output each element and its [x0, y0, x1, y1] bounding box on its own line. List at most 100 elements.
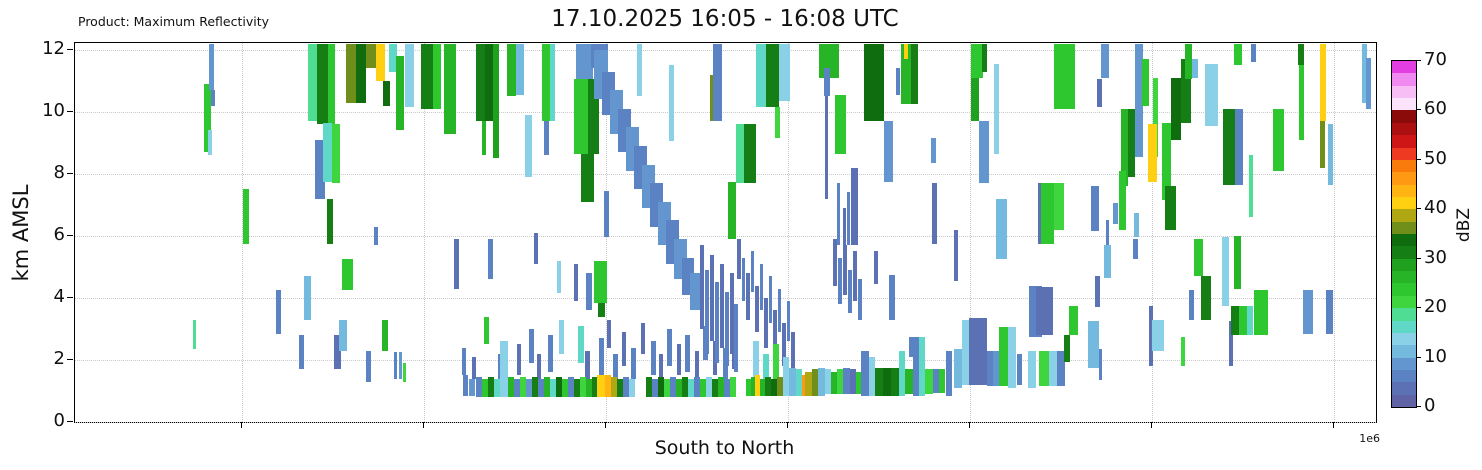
reflectivity-bar: [1017, 353, 1022, 385]
reflectivity-bar: [550, 43, 555, 122]
reflectivity-bar: [843, 207, 846, 246]
reflectivity-bar: [1152, 319, 1164, 351]
reflectivity-bar: [211, 90, 215, 106]
reflectivity-bar: [769, 276, 772, 323]
x-axis-tick: [423, 422, 424, 429]
reflectivity-bar: [568, 377, 574, 398]
reflectivity-bar: [1328, 124, 1333, 185]
reflectivity-bar: [773, 344, 779, 379]
reflectivity-bar: [751, 251, 754, 292]
reflectivity-bar: [1133, 239, 1138, 260]
reflectivity-bar: [1299, 65, 1304, 140]
reflectivity-bar: [737, 239, 741, 280]
reflectivity-bar: [715, 282, 719, 364]
reflectivity-bar: [718, 377, 724, 398]
reflectivity-bar: [315, 139, 325, 199]
v-gridline: [242, 43, 243, 422]
reflectivity-bar: [396, 56, 404, 131]
reflectivity-bar: [1362, 43, 1367, 103]
colorbar-segment: [1392, 208, 1416, 222]
reflectivity-bar: [1205, 63, 1218, 126]
reflectivity-bar: [658, 377, 664, 398]
y-tick-label: 10: [42, 99, 65, 121]
reflectivity-bar: [405, 43, 414, 108]
reflectivity-bar: [607, 319, 611, 348]
reflectivity-bar: [847, 192, 850, 246]
reflectivity-bar: [667, 328, 672, 367]
colorbar-tick-label: 0: [1424, 395, 1436, 416]
reflectivity-bar: [932, 183, 937, 244]
reflectivity-bar: [1162, 122, 1171, 201]
reflectivity-bar: [444, 43, 456, 134]
colorbar-tick: [1416, 307, 1421, 309]
reflectivity-bar: [773, 310, 777, 357]
reflectivity-bar: [971, 77, 979, 122]
reflectivity-bar: [1039, 350, 1049, 387]
colorbar-segment: [1392, 270, 1416, 284]
reflectivity-bar: [763, 353, 769, 381]
colorbar-segment: [1392, 122, 1416, 136]
reflectivity-bar: [760, 263, 763, 311]
reflectivity-bar: [1249, 155, 1253, 218]
x-axis-tick: [969, 422, 970, 429]
reflectivity-bar: [578, 325, 584, 364]
reflectivity-bar: [1222, 237, 1229, 306]
reflectivity-bar: [848, 270, 852, 314]
y-tick-label: 6: [53, 223, 65, 245]
reflectivity-bar: [334, 335, 341, 370]
reflectivity-bar: [791, 332, 795, 373]
colorbar-segment: [1392, 357, 1416, 370]
reflectivity-bar: [756, 43, 766, 108]
reflectivity-bar: [1239, 305, 1248, 336]
reflectivity-bar: [746, 378, 751, 396]
reflectivity-bar: [766, 43, 779, 108]
reflectivity-bar: [831, 372, 837, 395]
reflectivity-bar: [550, 378, 556, 398]
colorbar-segment: [1392, 381, 1416, 395]
reflectivity-bar: [779, 43, 790, 101]
reflectivity-bar: [1054, 183, 1064, 230]
v-gridline: [1334, 43, 1335, 422]
reflectivity-bar: [323, 122, 332, 182]
colorbar-segment: [1392, 196, 1416, 210]
colorbar-tick-label: 20: [1424, 296, 1447, 318]
reflectivity-bar: [664, 378, 670, 398]
reflectivity-bar: [1223, 108, 1235, 185]
product-label: Product: Maximum Reflectivity: [78, 14, 270, 29]
reflectivity-bar: [783, 367, 789, 396]
colorbar-segment: [1392, 184, 1416, 197]
reflectivity-bar: [778, 288, 781, 333]
reflectivity-bar: [243, 189, 249, 244]
colorbar-tick-label: 50: [1424, 147, 1447, 169]
reflectivity-bar: [713, 43, 722, 122]
reflectivity-bar: [1057, 350, 1065, 387]
reflectivity-bar: [1135, 43, 1143, 157]
reflectivity-bar: [623, 377, 629, 398]
reflectivity-bar: [1235, 108, 1243, 185]
reflectivity-bar: [891, 367, 899, 396]
reflectivity-bar: [1041, 183, 1054, 244]
reflectivity-bar: [1185, 43, 1192, 80]
reflectivity-bar: [403, 363, 406, 382]
reflectivity-bar: [356, 43, 366, 103]
reflectivity-bar: [421, 43, 433, 109]
h-gridline: [75, 49, 1376, 51]
reflectivity-bar: [682, 377, 688, 398]
reflectivity-bar: [728, 181, 736, 239]
reflectivity-bar: [1254, 290, 1268, 336]
reflectivity-bar: [1113, 203, 1118, 224]
reflectivity-bar: [1194, 239, 1203, 277]
reflectivity-bar: [394, 352, 397, 379]
reflectivity-bar: [542, 43, 550, 122]
reflectivity-bar: [485, 43, 493, 122]
reflectivity-bar: [700, 378, 706, 398]
reflectivity-bar: [598, 302, 605, 317]
reflectivity-bar: [777, 377, 783, 396]
reflectivity-bar: [700, 245, 704, 329]
reflectivity-bar: [556, 377, 562, 398]
reflectivity-bar: [1171, 77, 1181, 140]
reflectivity-bar: [1069, 305, 1078, 336]
x-axis-tick: [605, 422, 606, 429]
y-axis-tick: [67, 296, 73, 298]
reflectivity-bar: [562, 378, 568, 398]
